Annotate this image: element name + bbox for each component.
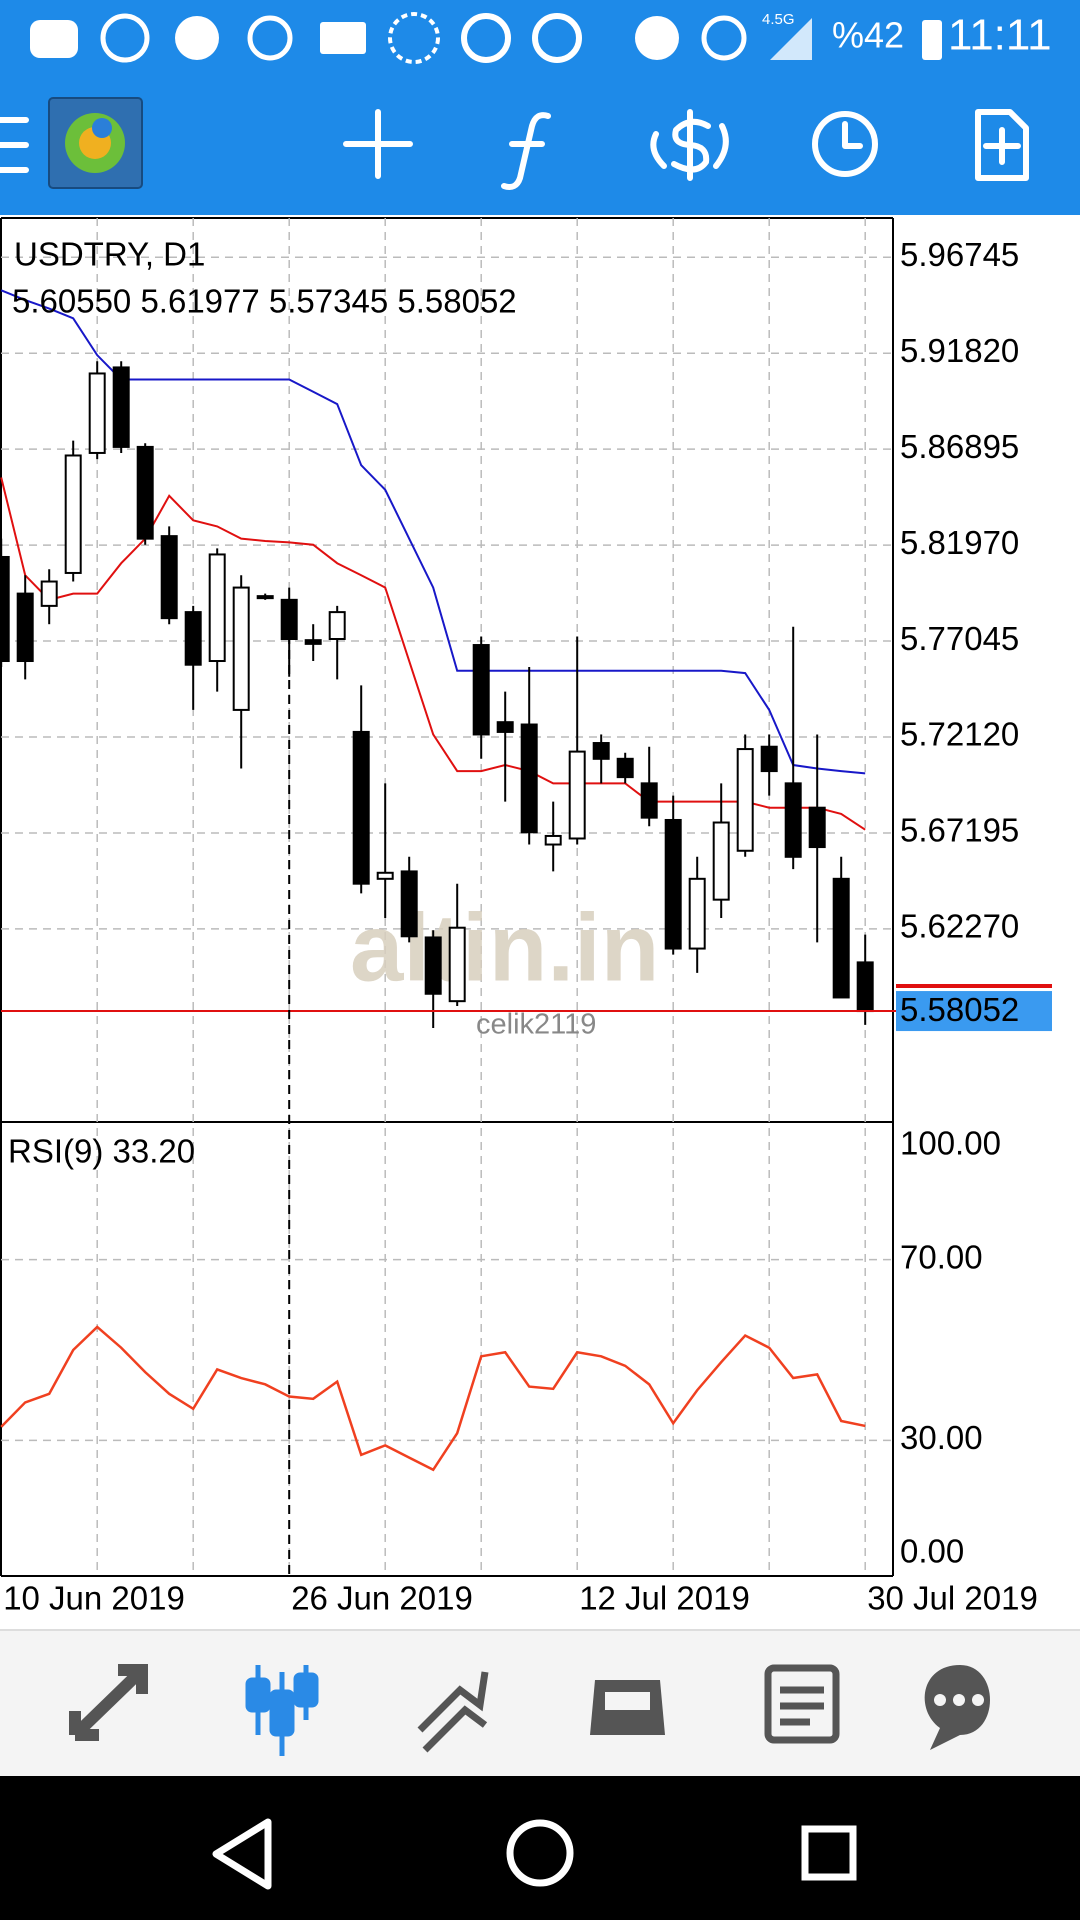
- x-tick-label: 10 Jun 2019: [3, 1580, 185, 1617]
- y-tick-label: 30.00: [900, 1419, 983, 1456]
- candle-body: [208, 553, 226, 663]
- candle-body: [568, 750, 586, 840]
- chart-area: [0, 215, 1080, 1630]
- candle-body: [832, 877, 850, 999]
- candle-body: [616, 757, 634, 779]
- candle-body: [88, 372, 106, 454]
- quotes-tab[interactable]: [69, 1664, 148, 1741]
- menu-button[interactable]: [0, 117, 29, 173]
- chat-tab[interactable]: [924, 1665, 990, 1750]
- candle-body: [544, 834, 562, 846]
- candle-body: [472, 644, 490, 736]
- x-tick-label: 12 Jul 2019: [579, 1580, 750, 1617]
- home-button[interactable]: [506, 1819, 574, 1887]
- x-tick-label: 30 Jul 2019: [867, 1580, 1038, 1617]
- panel-title: RSI(9) 33.20: [8, 1133, 195, 1170]
- candle-body: [112, 366, 130, 448]
- user-label: celik2119: [476, 1009, 596, 1041]
- candle-body: [592, 742, 610, 760]
- candle-body: [808, 806, 826, 849]
- watermark: altin.in: [350, 894, 659, 1001]
- y-tick-label: 5.81970: [900, 524, 1019, 561]
- candle-body: [664, 818, 682, 950]
- bottom-nav: [0, 1630, 1080, 1776]
- candle-body: [232, 586, 250, 711]
- candle-body: [352, 730, 370, 885]
- y-tick-label: 5.91820: [900, 332, 1019, 369]
- candle-body: [760, 745, 778, 773]
- system-nav: [0, 1776, 1080, 1920]
- last-price-label: 5.58052: [900, 991, 1019, 1028]
- candle-body: [736, 748, 754, 852]
- history-tab[interactable]: [590, 1680, 665, 1735]
- candle-body: [640, 782, 658, 819]
- y-tick-label: 5.72120: [900, 716, 1019, 753]
- y-tick-label: 0.00: [900, 1533, 964, 1570]
- y-tick-label: 70.00: [900, 1238, 983, 1275]
- status-icons: [30, 12, 942, 64]
- chart-tab[interactable]: [245, 1665, 319, 1756]
- y-tick-label: 5.67195: [900, 812, 1019, 849]
- y-tick-label: 5.77045: [900, 620, 1019, 657]
- candle-body: [496, 721, 514, 733]
- last-price-box: [896, 991, 1052, 1032]
- network-type: 4.5G: [762, 11, 795, 28]
- y-tick-label: 100.00: [900, 1125, 1001, 1162]
- trade-tab[interactable]: [417, 1671, 489, 1753]
- rsi-line: [0, 1325, 866, 1472]
- candle-body: [0, 555, 10, 663]
- candle-body: [40, 580, 58, 607]
- candle-body: [784, 782, 802, 858]
- candle-body: [280, 598, 298, 640]
- panel-borders: [0, 217, 894, 1577]
- candle-body: [328, 611, 346, 640]
- indicators-button[interactable]: [501, 112, 551, 190]
- new-order-button[interactable]: [975, 109, 1029, 181]
- candle-body: [64, 454, 82, 574]
- candle-body: [400, 870, 418, 938]
- candle-body: [688, 877, 706, 950]
- recents-button[interactable]: [801, 1825, 857, 1881]
- chart-title: USDTRY, D1: [14, 236, 205, 273]
- ohlc-label: 5.60550 5.61977 5.57345 5.58052: [12, 283, 517, 320]
- candle-body: [136, 445, 154, 540]
- candle-body: [160, 535, 178, 620]
- candle-body: [712, 821, 730, 901]
- y-tick-label: 5.96745: [900, 236, 1019, 273]
- app-header: [0, 0, 1080, 215]
- battery-level: %42: [832, 15, 904, 56]
- plot-layer: 5.96745 5.91820 5.86895 5.81970 5.77045 5.721…: [0, 218, 1052, 1617]
- candle-body: [424, 936, 442, 995]
- indicator-line: [0, 289, 866, 775]
- candle-body: [520, 723, 538, 834]
- y-tick-label: 5.62270: [900, 908, 1019, 945]
- candle-body: [376, 871, 394, 880]
- crosshair-button[interactable]: [343, 109, 413, 179]
- clock: 11:11: [948, 11, 1052, 60]
- candle-body: [856, 961, 874, 1013]
- candle-body: [16, 592, 34, 663]
- trade-button[interactable]: [650, 109, 729, 181]
- app-logo[interactable]: [48, 97, 143, 189]
- back-button[interactable]: [212, 1818, 272, 1890]
- candle-body: [184, 611, 202, 666]
- x-tick-label: 26 Jun 2019: [291, 1580, 473, 1617]
- period-button[interactable]: [812, 111, 878, 177]
- candle-body: [448, 926, 466, 1003]
- candle-body: [304, 639, 322, 645]
- candle-body: [256, 595, 274, 600]
- y-tick-label: 5.86895: [900, 428, 1019, 465]
- news-tab[interactable]: [764, 1664, 840, 1744]
